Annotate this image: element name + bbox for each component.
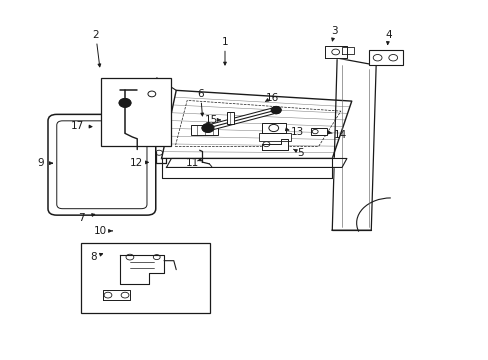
FancyBboxPatch shape (48, 114, 156, 215)
FancyBboxPatch shape (57, 121, 147, 209)
Text: 15: 15 (204, 115, 218, 125)
Text: 11: 11 (185, 158, 199, 168)
Polygon shape (161, 158, 331, 178)
Polygon shape (261, 123, 285, 134)
Text: 1: 1 (221, 37, 228, 47)
Text: 5: 5 (297, 148, 303, 158)
Polygon shape (341, 47, 353, 54)
Polygon shape (161, 90, 351, 158)
Bar (190, 125, 217, 135)
Bar (101, 78, 171, 146)
Circle shape (119, 99, 131, 107)
Polygon shape (120, 255, 163, 284)
Text: 2: 2 (92, 30, 99, 40)
Circle shape (202, 124, 213, 132)
Text: 14: 14 (333, 130, 346, 140)
Circle shape (271, 107, 281, 114)
Text: 16: 16 (265, 93, 278, 103)
Bar (226, 112, 233, 125)
Bar (311, 128, 326, 135)
Polygon shape (331, 58, 375, 230)
Text: 12: 12 (129, 158, 142, 168)
Text: 7: 7 (78, 213, 84, 222)
Text: 13: 13 (290, 127, 303, 137)
Text: 8: 8 (90, 252, 97, 262)
Polygon shape (325, 45, 346, 58)
Bar (81, 243, 210, 313)
Text: 6: 6 (197, 89, 203, 99)
Bar (259, 133, 290, 140)
Text: 10: 10 (94, 226, 107, 236)
Text: 4: 4 (384, 30, 391, 40)
Text: 17: 17 (71, 121, 84, 131)
Text: 9: 9 (37, 158, 44, 168)
Polygon shape (103, 290, 130, 300)
Bar (368, 50, 402, 65)
Polygon shape (166, 158, 346, 167)
Text: 3: 3 (331, 26, 337, 36)
Polygon shape (261, 139, 288, 149)
